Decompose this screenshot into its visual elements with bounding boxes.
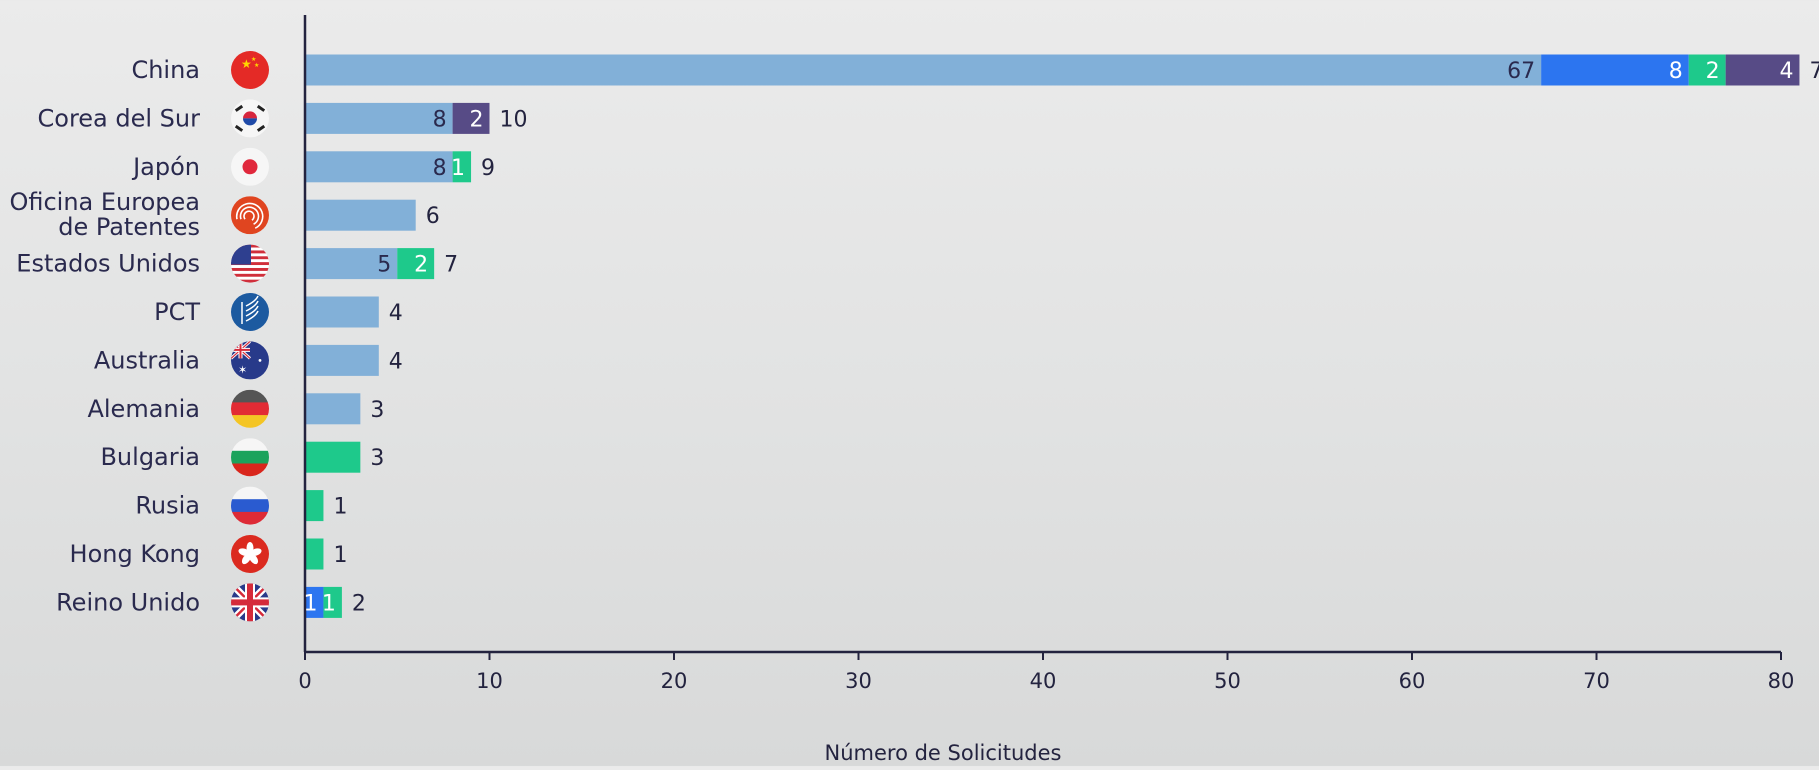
category-label: China	[131, 56, 200, 84]
category-label: PCT	[154, 298, 200, 326]
x-tick-label: 50	[1214, 669, 1241, 693]
bar-segment	[1725, 54, 1800, 86]
segment-value-label: 2	[414, 253, 428, 278]
bar-segment	[1688, 54, 1726, 86]
bar-segment	[452, 102, 490, 134]
segment-value-label: 8	[1669, 59, 1683, 84]
segment-value-label: 4	[1779, 59, 1793, 84]
axes-layer: 0 10 20 30 40 50 60 70 80 Número de Solicitudes	[298, 15, 1794, 765]
bar-total-label: 4	[389, 301, 403, 326]
category-label: Bulgaria	[100, 443, 200, 471]
category-label: Estados Unidos	[16, 250, 200, 278]
segment-value-label: 2	[1706, 59, 1720, 84]
category-label: Japón	[131, 153, 200, 181]
category-label: Hong Kong	[70, 540, 200, 568]
bar-total-label: 2	[352, 591, 366, 616]
bar-segment	[305, 199, 416, 231]
bar-total-label: 3	[370, 446, 384, 471]
segment-value-label: 5	[377, 253, 391, 278]
epo-logo-icon	[231, 196, 269, 235]
bar-total-label: 1	[333, 543, 347, 568]
bar-total-label: 1	[333, 495, 347, 520]
hong-kong-flag-icon	[231, 535, 269, 573]
russia-flag-icon	[231, 486, 269, 525]
labels-layer: China6782477Corea del Sur8210Japón819Ofi…	[9, 56, 1819, 616]
australia-flag-icon: ✶	[231, 341, 269, 380]
usa-flag-icon	[231, 244, 269, 283]
bar-total-label: 10	[500, 107, 528, 132]
bar-segment	[305, 151, 453, 183]
bar-segment	[305, 248, 398, 280]
uk-flag-icon	[231, 583, 269, 622]
x-tick-label: 0	[298, 669, 311, 693]
bar-segment	[305, 490, 324, 522]
bar-segment	[323, 586, 342, 618]
x-tick-label: 70	[1583, 669, 1610, 693]
segment-value-label: 8	[433, 107, 447, 132]
x-tick-label: 40	[1030, 669, 1057, 693]
bar-segment	[305, 54, 1542, 86]
category-label: Reino Unido	[56, 588, 200, 616]
category-label: Corea del Sur	[38, 104, 201, 132]
segment-value-label: 67	[1507, 59, 1535, 84]
japan-flag-icon	[231, 147, 269, 186]
segment-value-label: 1	[451, 156, 465, 181]
bar-total-label: 9	[481, 156, 495, 181]
germany-flag-icon	[231, 389, 269, 428]
bar-segment	[305, 296, 379, 328]
flags-layer: ★ ★★ ✶	[231, 51, 269, 622]
bar-total-label: 77	[1809, 59, 1819, 84]
svg-text:★: ★	[254, 62, 259, 69]
bar-total-label: 4	[389, 349, 403, 374]
category-label: de Patentes	[58, 213, 200, 241]
bar-total-label: 7	[444, 253, 458, 278]
bar-total-label: 3	[370, 398, 384, 423]
segment-value-label: 8	[433, 156, 447, 181]
bar-segment	[305, 586, 324, 618]
x-tick-label: 80	[1768, 669, 1795, 693]
bar-segment	[397, 248, 435, 280]
bulgaria-flag-icon	[231, 438, 269, 477]
segment-value-label: 2	[470, 107, 484, 132]
bar-segment	[305, 102, 453, 134]
category-label: Oficina Europea	[9, 188, 200, 216]
bar-segment	[305, 441, 361, 473]
bars-layer	[305, 54, 1800, 618]
x-tick-label: 20	[661, 669, 688, 693]
bar-segment	[305, 393, 361, 425]
category-label: Alemania	[87, 395, 200, 423]
bar-segment	[1541, 54, 1689, 86]
pct-wipo-logo-icon	[231, 293, 269, 331]
x-tick-label: 30	[845, 669, 872, 693]
category-label: Rusia	[135, 492, 200, 520]
segment-value-label: 1	[303, 591, 317, 616]
bar-segment	[305, 344, 379, 376]
x-axis-title: Número de Solicitudes	[825, 741, 1062, 765]
bar-segment	[452, 151, 472, 183]
svg-text:✶: ✶	[238, 363, 247, 376]
bar-total-label: 6	[426, 204, 440, 229]
segment-value-label: 1	[322, 591, 336, 616]
svg-text:★: ★	[251, 56, 256, 63]
south-korea-flag-icon	[231, 99, 269, 138]
svg-text:★: ★	[241, 57, 252, 71]
category-label: Australia	[94, 346, 200, 374]
bar-segment	[305, 538, 324, 570]
x-tick-label: 60	[1399, 669, 1426, 693]
x-tick-label: 10	[476, 669, 503, 693]
china-flag-icon: ★ ★★	[231, 51, 269, 89]
